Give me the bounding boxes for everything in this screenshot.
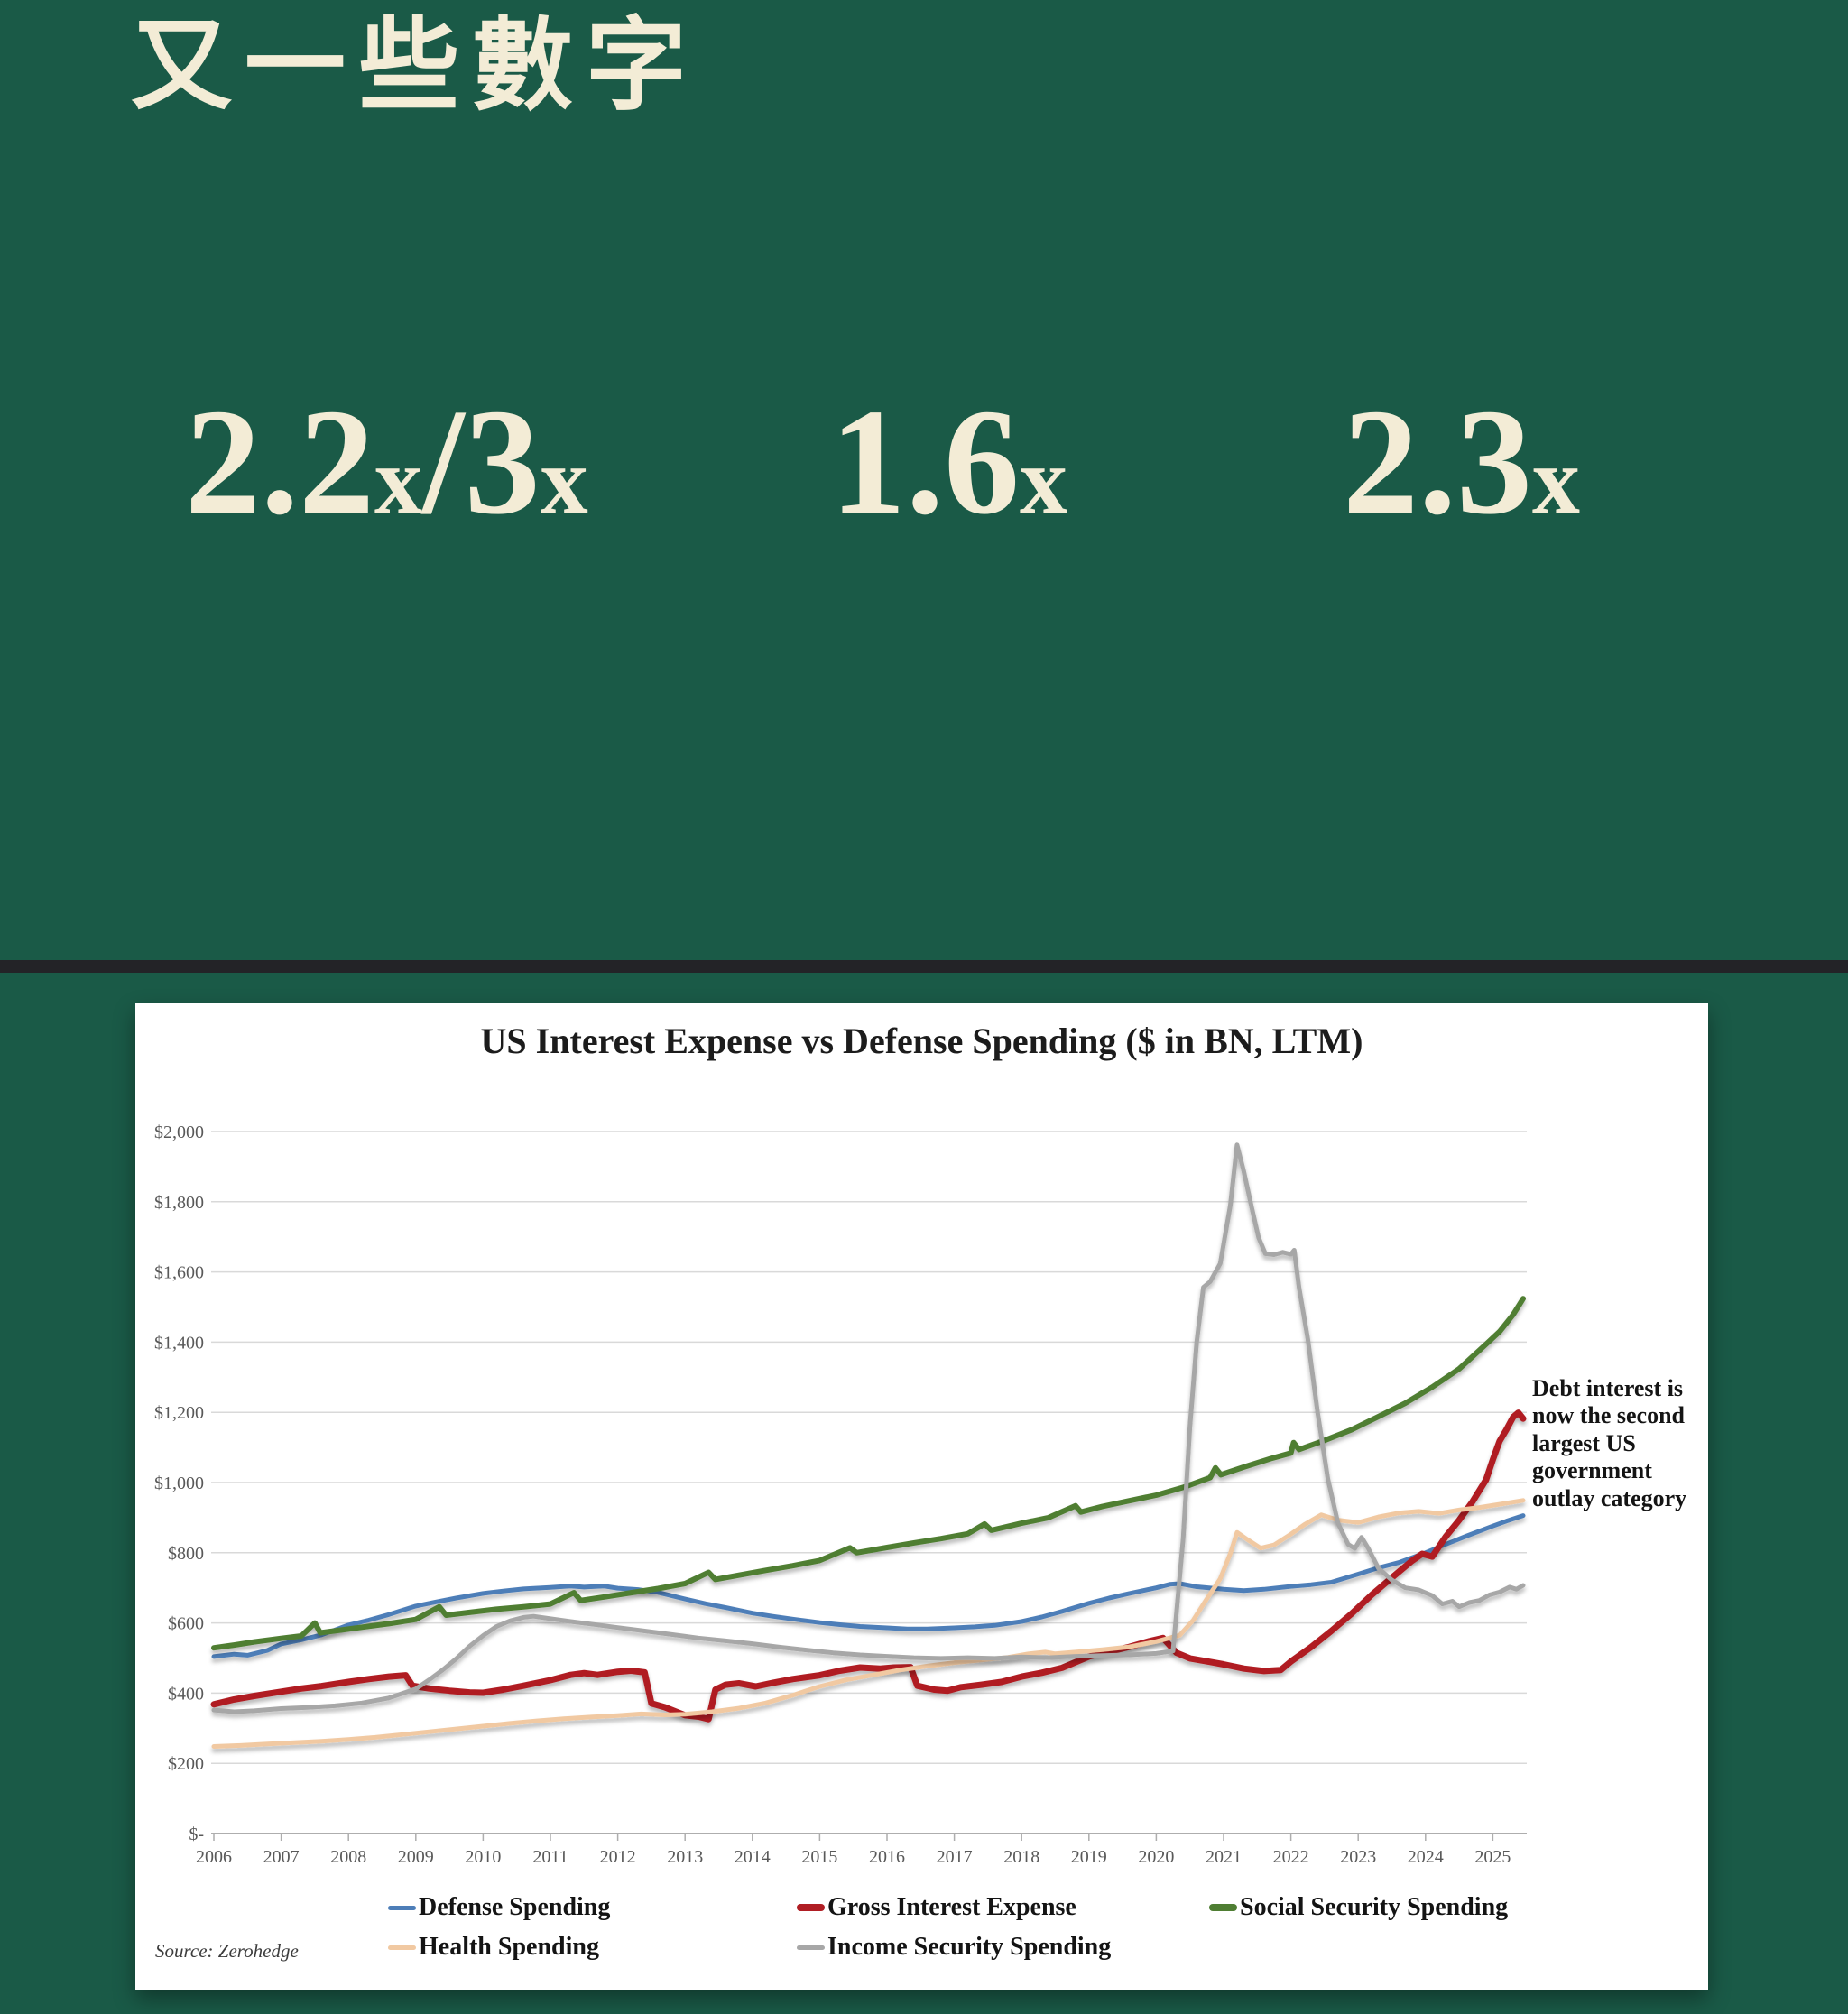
legend-label: Health Spending: [419, 1933, 599, 1961]
chart-annotation: Debt interest is now the second largest …: [1532, 1375, 1687, 1511]
svg-text:2023: 2023: [1340, 1847, 1376, 1867]
legend-item-social-security-spending: Social Security Spending: [1209, 1893, 1508, 1922]
legend-swatch: [1209, 1904, 1237, 1911]
svg-text:2016: 2016: [869, 1847, 905, 1867]
svg-text:2020: 2020: [1138, 1847, 1174, 1867]
chart-panel: US Interest Expense vs Defense Spending …: [135, 1003, 1708, 1990]
chart-title: US Interest Expense vs Defense Spending …: [480, 1021, 1363, 1061]
legend-item-health-spending: Health Spending: [388, 1933, 599, 1962]
svg-text:$1,200: $1,200: [154, 1403, 204, 1423]
series-line-defense-spending: [211, 1513, 1526, 1659]
stat-segment: 1.6: [830, 378, 1020, 546]
svg-text:2011: 2011: [532, 1847, 568, 1867]
series-line-income-security-spending: [211, 1142, 1526, 1714]
svg-text:$-: $-: [189, 1825, 204, 1844]
svg-text:2022: 2022: [1273, 1847, 1309, 1867]
stat-ratio-middle: 1.6x: [830, 386, 1067, 538]
legend-swatch: [388, 1905, 416, 1910]
legend-label: Income Security Spending: [827, 1933, 1112, 1961]
svg-text:2008: 2008: [330, 1847, 366, 1867]
svg-text:$1,600: $1,600: [154, 1263, 204, 1283]
stat-segment: 2.3: [1343, 378, 1532, 546]
legend-label: Defense Spending: [419, 1893, 611, 1921]
stat-segment: 2.2: [185, 378, 374, 546]
slide-title: 又一些數字: [131, 11, 699, 123]
svg-text:$2,000: $2,000: [154, 1122, 204, 1142]
svg-text:$1,400: $1,400: [154, 1333, 204, 1353]
svg-text:2014: 2014: [735, 1847, 771, 1867]
svg-text:2024: 2024: [1408, 1847, 1444, 1867]
svg-text:2007: 2007: [263, 1847, 300, 1867]
svg-text:2019: 2019: [1071, 1847, 1107, 1867]
spending-line-chart: $- $200 $400 $600 $800 $1,000 $1,200 $1,400 $1,6…: [154, 1122, 1527, 1867]
legend-item-defense-spending: Defense Spending: [388, 1893, 610, 1922]
svg-text:2009: 2009: [398, 1847, 434, 1867]
svg-text:2012: 2012: [600, 1847, 636, 1867]
svg-text:$1,000: $1,000: [154, 1474, 204, 1493]
stat-ratio-right: 2.3x: [1343, 386, 1580, 538]
stat-segment: x: [1532, 428, 1580, 533]
stat-segment: x: [374, 428, 422, 533]
svg-text:2015: 2015: [801, 1847, 837, 1867]
svg-text:$1,800: $1,800: [154, 1193, 204, 1213]
slide-top-section: 又一些數字 2.2x/3x 1.6x 2.3x: [0, 0, 1848, 960]
legend-label: Social Security Spending: [1240, 1893, 1509, 1921]
svg-text:2021: 2021: [1206, 1847, 1242, 1867]
svg-text:2006: 2006: [196, 1847, 232, 1867]
legend-swatch: [388, 1945, 416, 1950]
svg-text:2018: 2018: [1003, 1847, 1040, 1867]
stat-segment: x: [1020, 428, 1067, 533]
legend-label: Gross Interest Expense: [827, 1893, 1076, 1921]
stat-segment: /3: [422, 378, 541, 546]
stat-ratio-interest-vs-defense: 2.2x/3x: [185, 386, 588, 538]
legend-swatch: [797, 1904, 825, 1911]
legend-swatch: [797, 1945, 825, 1950]
svg-text:$200: $200: [168, 1754, 204, 1774]
stat-segment: x: [540, 428, 588, 533]
svg-text:2013: 2013: [667, 1847, 703, 1867]
svg-text:$600: $600: [168, 1614, 204, 1634]
source-note: Source: Zerohedge: [155, 1940, 299, 1962]
legend-item-income-security-spending: Income Security Spending: [797, 1933, 1111, 1962]
svg-text:2010: 2010: [465, 1847, 501, 1867]
svg-text:2025: 2025: [1474, 1847, 1511, 1867]
svg-text:2017: 2017: [937, 1847, 973, 1867]
svg-text:$800: $800: [168, 1544, 204, 1564]
legend-item-gross-interest-expense: Gross Interest Expense: [797, 1893, 1076, 1922]
section-divider: [0, 960, 1848, 973]
series-line-social-security-spending: [211, 1296, 1526, 1651]
svg-text:$400: $400: [168, 1684, 204, 1704]
